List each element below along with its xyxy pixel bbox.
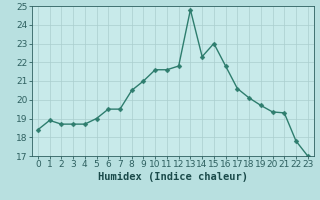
X-axis label: Humidex (Indice chaleur): Humidex (Indice chaleur)	[98, 172, 248, 182]
